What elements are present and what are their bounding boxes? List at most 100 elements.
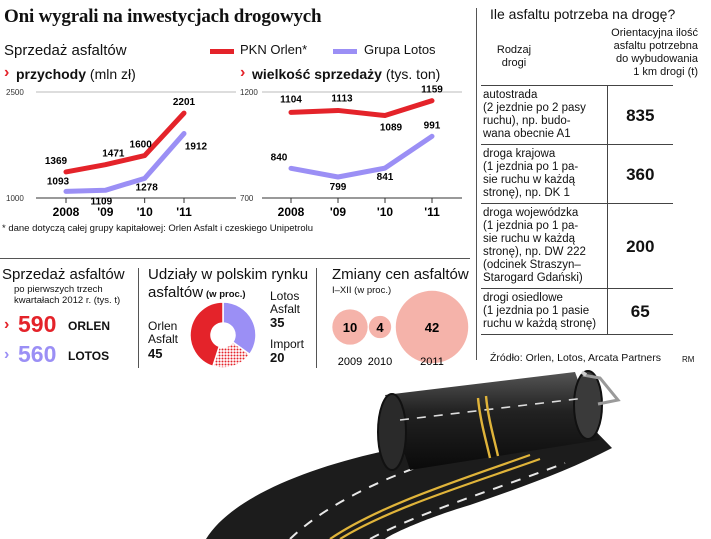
lane-marking bbox=[399, 397, 586, 421]
table-header-col1-line1: Rodzaj bbox=[496, 44, 532, 56]
table-header-col2-line3: do wybudowania bbox=[616, 53, 698, 65]
pie-label-orlen-line1: Orlen bbox=[148, 319, 178, 333]
pie-label-orlen-value: 45 bbox=[148, 346, 163, 361]
x-tick-label: '10 bbox=[377, 205, 394, 219]
bubble-year: 2011 bbox=[420, 356, 444, 368]
price-bubble bbox=[395, 290, 469, 364]
arrow-right-icon: › bbox=[4, 346, 10, 363]
legend-orlen-label: PKN Orlen* bbox=[240, 42, 308, 57]
bubble-value: 42 bbox=[425, 320, 439, 335]
road-type-line: (1 jezdnia po 1 pa- bbox=[483, 161, 579, 173]
road-type-line: drogi osiedlowe bbox=[483, 292, 563, 304]
road-type-line: autostrada bbox=[483, 89, 538, 101]
data-label: 840 bbox=[271, 152, 288, 163]
legend-lotos-label: Grupa Lotos bbox=[364, 42, 436, 57]
road-type-cell: droga wojewódzka (1 jezdnia po 1 pa-sie r… bbox=[481, 203, 608, 289]
road-type-line: (1 jezdnia po 1 pa- bbox=[483, 220, 579, 232]
roller-end-right bbox=[573, 370, 603, 440]
road-roller-illustration bbox=[206, 370, 621, 539]
data-label: 841 bbox=[377, 172, 394, 183]
pie-label-orlen-line2: Asfalt bbox=[148, 332, 179, 346]
sales-q-subtitle1: po pierwszych trzech bbox=[14, 284, 103, 295]
x-tick-label: '09 bbox=[330, 205, 347, 219]
pie-slice-orlen bbox=[189, 301, 224, 368]
data-label: 1600 bbox=[130, 140, 153, 151]
divider bbox=[138, 268, 139, 368]
table-header-col1: Rodzaj drogi bbox=[490, 44, 538, 70]
road-type-line: Starogard Gdański) bbox=[483, 272, 583, 284]
pie-unit: (w proc.) bbox=[206, 289, 246, 300]
road-type-line: droga krajowa bbox=[483, 148, 556, 160]
y-tick-label: 1200 bbox=[240, 88, 258, 97]
data-label: 1109 bbox=[90, 196, 112, 207]
data-label: 1104 bbox=[280, 94, 302, 105]
data-label: 1093 bbox=[47, 176, 70, 187]
footnote: * dane dotyczą całej grupy kapitałowej: … bbox=[2, 223, 314, 234]
lotos-sales-name: LOTOS bbox=[68, 349, 110, 363]
legend-orlen-swatch bbox=[210, 49, 234, 54]
data-label: 2201 bbox=[173, 97, 196, 108]
chart1-title-text: przychody bbox=[16, 66, 87, 82]
table-row: drogi osiedlowe (1 jezdnia po 1 pasie ruch… bbox=[481, 288, 673, 335]
arrow-right-icon: › bbox=[4, 64, 10, 81]
asphalt-amount-cell: 835 bbox=[607, 86, 673, 145]
roller-end-left bbox=[377, 393, 407, 471]
road-type-line: ruchu), np. budo- bbox=[483, 115, 571, 127]
price-bubble bbox=[332, 309, 368, 345]
pie-label-import: Import 20 bbox=[270, 338, 304, 365]
source-note: Źródło: Orlen, Lotos, Arcata Partners bbox=[490, 352, 661, 364]
chart1-unit: (mln zł) bbox=[89, 66, 136, 82]
data-label: 1089 bbox=[380, 123, 403, 134]
x-tick-label: 2008 bbox=[278, 205, 305, 219]
roller-handle bbox=[582, 373, 621, 406]
sales-q-subtitle2: kwartałach 2012 r. (tys. t) bbox=[14, 295, 121, 306]
data-label: 1278 bbox=[136, 182, 159, 193]
section-label: Sprzedaż asfaltów bbox=[4, 42, 127, 59]
divider bbox=[0, 258, 470, 259]
bubble-value: 4 bbox=[376, 320, 384, 335]
bubble-year: 2009 bbox=[338, 356, 362, 368]
legend-lotos-swatch bbox=[333, 49, 357, 54]
table-header-col2-line2: asfaltu potrzebna bbox=[613, 40, 698, 52]
road-type-cell: drogi osiedlowe (1 jezdnia po 1 pasie ruch… bbox=[481, 288, 608, 335]
series-line-lotos bbox=[288, 133, 435, 180]
table-row: droga wojewódzka (1 jezdnia po 1 pa-sie r… bbox=[481, 203, 673, 289]
x-tick-label: '11 bbox=[424, 205, 440, 219]
pie-label-lotos-line1: Lotos bbox=[270, 289, 300, 303]
center-line bbox=[339, 457, 541, 539]
data-label: 1113 bbox=[331, 93, 353, 104]
y-tick-label: 1000 bbox=[6, 194, 24, 203]
y-tick-label: 700 bbox=[240, 194, 254, 203]
series-line-lotos bbox=[63, 131, 187, 194]
pie-label-orlen: Orlen Asfalt 45 bbox=[148, 319, 179, 361]
divider bbox=[316, 268, 317, 368]
data-label: 799 bbox=[330, 182, 347, 193]
page-title: Oni wygrali na inwestycjach drogowych bbox=[4, 6, 322, 27]
x-tick-label: '09 bbox=[97, 205, 114, 219]
volume-line-chart: 1200 700 2008 '09 '10 '11 1104 1113 1089 1159 840 7… bbox=[240, 85, 462, 219]
road-type-line: stronę), np. DK 1 bbox=[483, 187, 570, 199]
orlen-sales-name: ORLEN bbox=[68, 319, 110, 333]
author-tag: RM bbox=[682, 355, 695, 364]
pie-title1: Udziały w polskim rynku bbox=[148, 266, 309, 283]
data-label: 1369 bbox=[45, 156, 68, 167]
arrow-right-icon: › bbox=[240, 64, 246, 81]
asphalt-amount-cell: 360 bbox=[607, 144, 673, 204]
table-header-rule bbox=[481, 85, 673, 86]
bubble-year: 2010 bbox=[368, 356, 392, 368]
asphalt-demand-table: autostrada (2 jezdnie po 2 pasy ruchu), np… bbox=[481, 86, 673, 335]
pie-label-lotos-value: 35 bbox=[270, 315, 285, 330]
price-bubble bbox=[368, 315, 392, 339]
table-header-col2-line4: 1 km drogi (t) bbox=[633, 66, 698, 78]
chart2-unit: (tys. ton) bbox=[385, 66, 441, 82]
pie-slice-lotos bbox=[222, 301, 257, 356]
road-type-line: sie ruchu w każdą bbox=[483, 233, 576, 245]
bubble-title: Zmiany cen asfaltów bbox=[332, 266, 469, 283]
pie-label-lotos-line2: Asfalt bbox=[270, 302, 301, 316]
road-type-line: droga wojewódzka bbox=[483, 207, 579, 219]
road-type-line: wana obecnie A1 bbox=[483, 128, 571, 140]
table-header-col2: Orientacyjna ilość asfaltu potrzebna do … bbox=[590, 27, 698, 79]
center-line bbox=[329, 453, 531, 539]
road-type-line: sie ruchu w każdą bbox=[483, 174, 576, 186]
bubble-value: 10 bbox=[343, 320, 357, 335]
